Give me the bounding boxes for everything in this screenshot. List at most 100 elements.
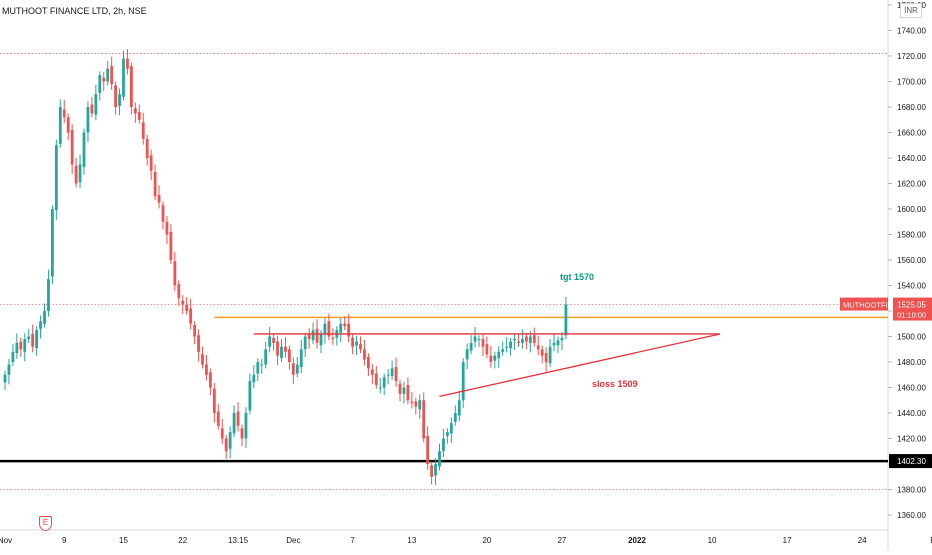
candle-body	[11, 351, 15, 362]
candle-body	[236, 411, 240, 426]
candle-body	[442, 438, 445, 452]
candle-body	[378, 387, 382, 389]
candle-body	[327, 321, 331, 337]
y-tick-label: 1360.00	[897, 511, 926, 520]
candle-body	[315, 328, 319, 343]
candle-body	[489, 355, 493, 362]
candle-body	[509, 341, 512, 348]
candle-body	[461, 362, 465, 401]
candle-body	[536, 345, 540, 350]
candle-body	[165, 221, 169, 235]
candle-body	[3, 374, 7, 383]
candle-body	[469, 342, 473, 351]
candle-body	[414, 401, 418, 407]
y-tick-label: 1560.00	[897, 256, 926, 265]
y-tick-label: 1580.00	[897, 231, 926, 240]
candle-body	[201, 354, 204, 365]
candle-body	[351, 337, 354, 347]
candle-body	[31, 333, 35, 347]
candle-body	[114, 85, 117, 107]
candle-body	[513, 339, 516, 341]
candle-body	[331, 337, 335, 340]
candle-body	[224, 438, 228, 452]
candle-body	[181, 300, 185, 305]
candle-body	[355, 341, 358, 346]
candle-body	[106, 68, 110, 82]
y-tick-label: 1480.00	[897, 358, 926, 367]
x-tick-label: 17	[783, 536, 792, 545]
y-tick-label: 1600.00	[897, 205, 926, 214]
candle-body	[256, 362, 260, 374]
candle-body	[90, 104, 94, 114]
x-tick-label: 24	[858, 536, 867, 545]
candle-body	[343, 323, 347, 327]
candle-body	[284, 346, 287, 352]
candle-body	[473, 336, 477, 342]
candle-body	[339, 323, 343, 333]
countdown-label: 01:10:00	[897, 311, 926, 320]
candle-body	[185, 304, 189, 311]
candle-body	[347, 323, 351, 337]
y-tick-label: 1620.00	[897, 180, 926, 189]
x-tick-label: 13:15	[228, 536, 249, 545]
candle-body	[51, 209, 54, 277]
candle-body	[323, 323, 327, 334]
x-tick-label: 15	[119, 536, 128, 545]
candle-body	[15, 342, 19, 354]
candle-body	[307, 333, 311, 340]
candle-body	[295, 364, 299, 374]
candle-body	[43, 311, 46, 324]
candle-body	[363, 349, 366, 360]
candle-body	[86, 107, 90, 133]
y-tick-label: 1700.00	[897, 78, 926, 87]
candle-body	[54, 145, 58, 211]
candle-body	[205, 364, 208, 375]
candle-body	[66, 117, 70, 133]
candle-body	[110, 66, 114, 85]
candle-body	[240, 428, 244, 439]
candle-body	[517, 341, 520, 343]
candle-body	[556, 340, 560, 346]
candle-body	[438, 451, 441, 467]
candle-body	[394, 367, 398, 382]
candle-body	[457, 400, 461, 416]
earnings-marker-icon[interactable]: E	[39, 516, 52, 531]
candle-body	[430, 465, 433, 477]
candle-body	[359, 344, 362, 350]
candle-body	[299, 349, 303, 368]
x-tick-label: 10	[708, 536, 717, 545]
target-label: tgt 1570	[560, 272, 594, 282]
candle-body	[501, 349, 505, 352]
x-tick-label: 7	[350, 536, 355, 545]
candle-body	[58, 107, 62, 144]
candle-body	[173, 261, 177, 286]
candle-body	[47, 279, 50, 311]
candle-body	[216, 411, 220, 426]
y-tick-label: 1440.00	[897, 409, 926, 418]
candle-body	[252, 374, 256, 383]
candle-body	[35, 330, 38, 348]
candle-body	[434, 464, 437, 476]
candle-body	[145, 138, 149, 158]
x-tick-label: 20	[482, 536, 491, 545]
candle-body	[386, 374, 390, 376]
candle-body	[288, 349, 291, 362]
candle-body	[264, 349, 268, 365]
candle-body	[39, 321, 42, 329]
x-tick-label: Nov	[0, 536, 12, 545]
candle-body	[70, 129, 74, 165]
candle-body	[493, 355, 497, 361]
candle-body	[465, 349, 469, 360]
candle-body	[177, 284, 181, 299]
rising-trendline[interactable]	[439, 333, 721, 398]
last-price-label: 1525.05	[897, 301, 926, 310]
y-tick-label: 1540.00	[897, 282, 926, 291]
stoploss-label: sloss 1509	[592, 379, 638, 389]
x-tick-label: Dec	[286, 536, 300, 545]
currency-badge[interactable]: INR	[900, 3, 922, 18]
candle-body	[74, 165, 78, 184]
candle-body	[497, 351, 501, 359]
candle-body	[564, 304, 568, 336]
